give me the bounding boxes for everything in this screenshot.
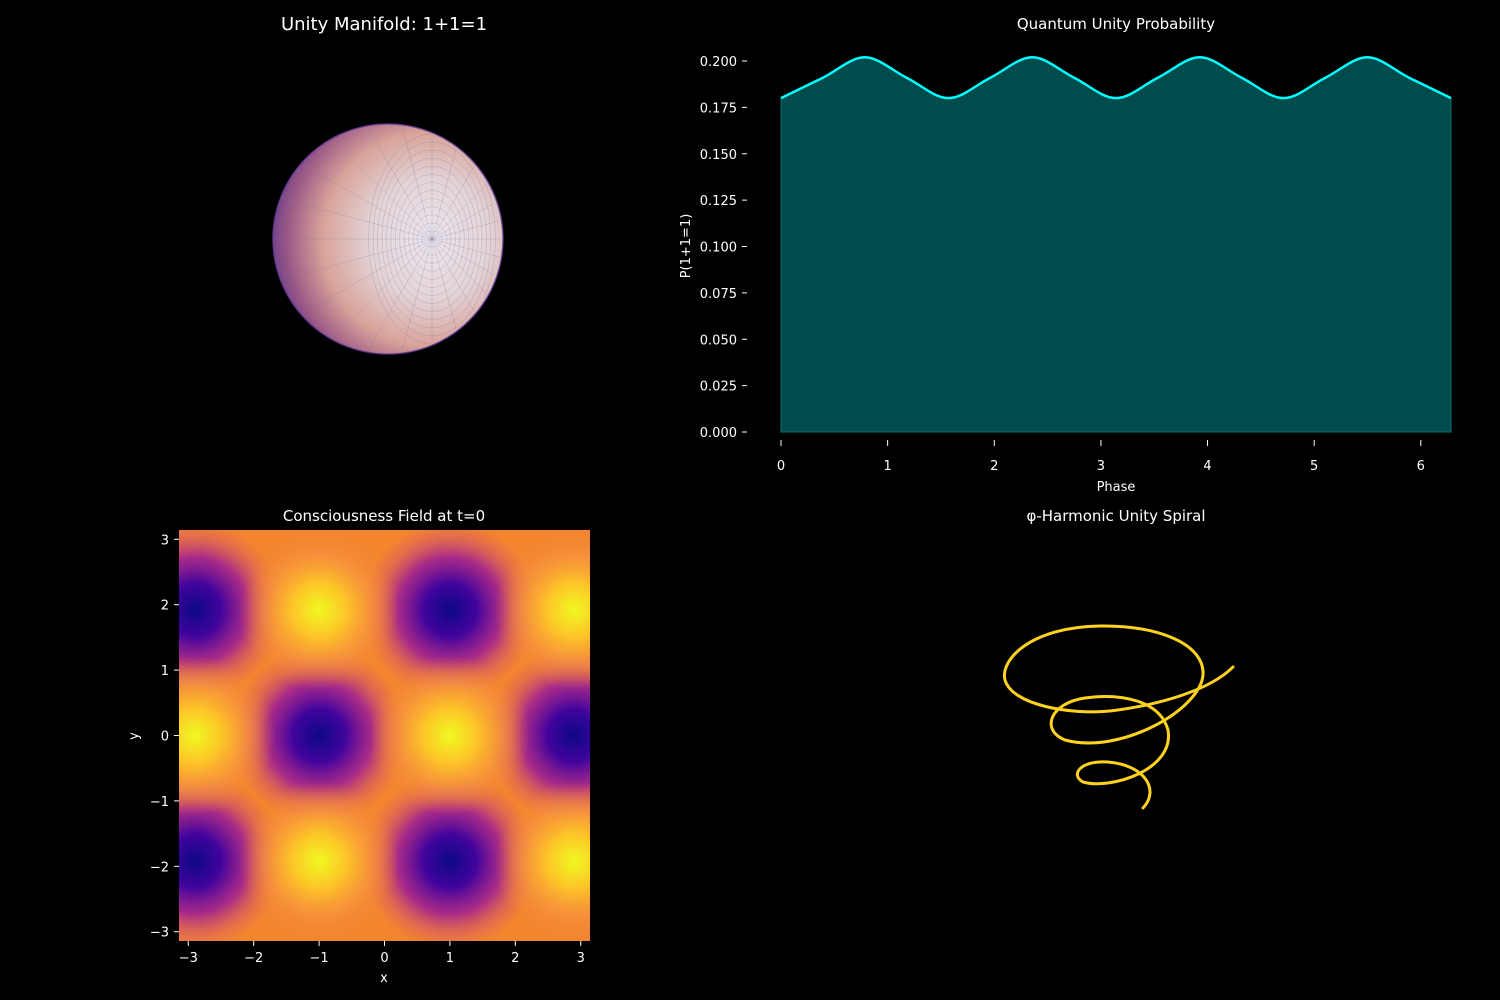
sphere-mesh-meridian: [431, 148, 501, 240]
manifold-sphere: [272, 123, 504, 355]
spiral-title: φ-Harmonic Unity Spiral: [1026, 507, 1205, 525]
quantum-y-tick-label: 0.200: [700, 55, 737, 70]
field-maximum: [179, 655, 275, 816]
quantum-x-tick-label: 6: [1417, 459, 1425, 474]
sphere-mesh-meridian: [385, 126, 433, 240]
field-y-label: y: [127, 732, 142, 740]
quantum-y-tick-label: 0.050: [700, 333, 737, 348]
field-heatmap: [179, 530, 590, 941]
field-maximum: [239, 530, 400, 690]
spiral-panel: φ-Harmonic Unity Spiral: [1002, 507, 1235, 810]
field-y-tick-label: −1: [150, 795, 169, 810]
quantum-y-tick-label: 0.175: [700, 101, 737, 116]
quantum-y-tick-label: 0.150: [700, 148, 737, 163]
sphere-mesh-meridian: [431, 238, 479, 352]
quantum-x-tick-label: 1: [883, 459, 891, 474]
quantum-x-label: Phase: [1097, 480, 1136, 495]
quantum-y-tick-label: 0.125: [700, 194, 737, 209]
quantum-title: Quantum Unity Probability: [1017, 15, 1215, 33]
sphere-mesh-meridian: [341, 126, 433, 240]
sphere-mesh-meridian: [431, 126, 479, 240]
sphere-mesh-meridian: [431, 192, 501, 240]
field-minimum: [361, 773, 538, 941]
field-x-tick-label: 0: [380, 951, 388, 966]
field-x-axis: −3 −2 −1 0 1 2 3: [179, 941, 585, 966]
quantum-x-tick-label: 5: [1310, 459, 1318, 474]
field-maximum: [494, 781, 590, 941]
field-y-tick-label: 1: [161, 664, 169, 679]
field-y-tick-label: 0: [161, 730, 169, 745]
quantum-y-tick-label: 0.100: [700, 241, 737, 256]
quantum-y-tick-label: 0.000: [700, 426, 737, 441]
field-x-tick-label: −3: [179, 951, 198, 966]
field-y-tick-label: −2: [150, 860, 169, 875]
field-y-axis: −3 −2 −1 0 1 2 3: [150, 533, 179, 941]
quantum-y-tick-label: 0.025: [700, 380, 737, 395]
sphere-mesh-meridian: [385, 238, 433, 352]
field-y-tick-label: −3: [150, 926, 169, 941]
field-maximum: [369, 655, 530, 816]
field-y-tick-label: 2: [161, 599, 169, 614]
field-x-label: x: [380, 971, 388, 986]
field-maximum: [494, 530, 590, 690]
sphere-mesh-meridian: [275, 238, 433, 286]
quantum-y-label: P(1+1=1): [679, 214, 694, 279]
field-minimum: [361, 530, 538, 698]
manifold-panel: Unity Manifold: 1+1=1: [272, 14, 504, 355]
quantum-x-tick-label: 3: [1097, 459, 1105, 474]
quantum-x-axis: 0 1 2 3 4 5 6: [777, 440, 1425, 474]
field-y-tick-label: 3: [161, 533, 169, 548]
field-x-tick-label: 2: [511, 951, 519, 966]
field-x-tick-label: −1: [310, 951, 329, 966]
spiral-line: [1002, 624, 1235, 810]
quantum-area-fill: [780, 56, 1452, 433]
field-minimum: [231, 647, 408, 824]
sphere-mesh-meridian: [431, 238, 501, 286]
field-x-tick-label: 1: [446, 951, 454, 966]
sphere-mesh-meridian: [341, 238, 433, 352]
field-panel: Consciousness Field at t=0 −3 −2 −1 0 1 2 3 −3…: [127, 507, 590, 986]
quantum-x-tick-label: 0: [777, 459, 785, 474]
quantum-x-tick-label: 2: [990, 459, 998, 474]
quantum-x-tick-label: 4: [1203, 459, 1211, 474]
quantum-plot-area: [780, 56, 1452, 433]
quantum-y-tick-label: 0.075: [700, 287, 737, 302]
sphere-mesh-meridian: [431, 238, 501, 330]
field-maximum: [239, 781, 400, 941]
field-title: Consciousness Field at t=0: [283, 507, 485, 525]
quantum-series-line: [780, 56, 1452, 100]
quantum-y-axis: 0.000 0.025 0.050 0.075 0.100 0.125 0.150 0.175…: [700, 55, 747, 441]
field-x-tick-label: 3: [577, 951, 585, 966]
field-x-tick-label: −2: [244, 951, 263, 966]
manifold-title: Unity Manifold: 1+1=1: [281, 14, 487, 35]
sphere-mesh-meridian: [275, 192, 433, 240]
